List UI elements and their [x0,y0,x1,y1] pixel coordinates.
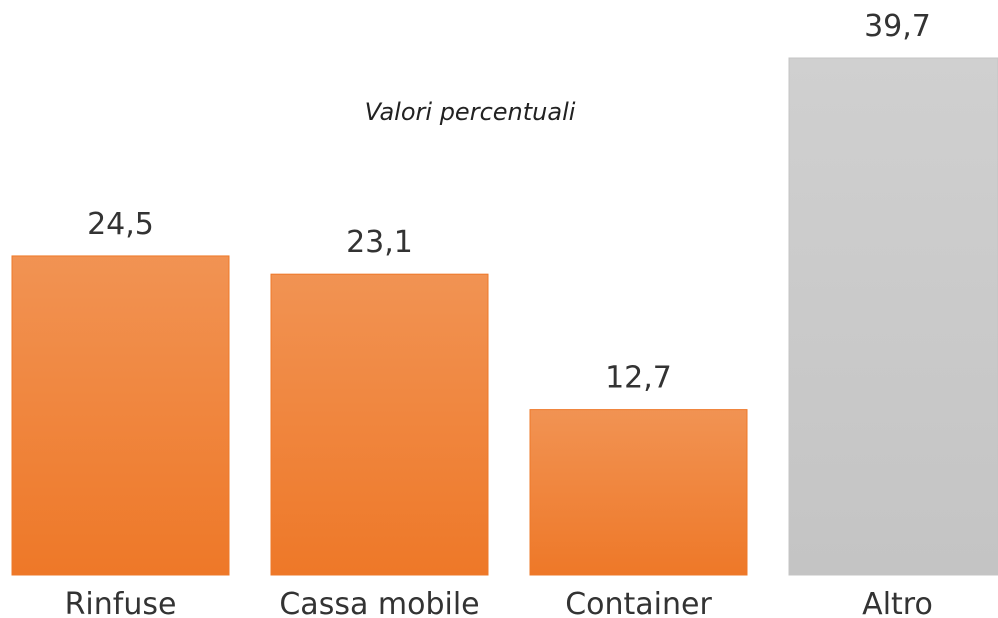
bar [788,57,998,576]
bar [11,255,230,576]
value-label: 39,7 [864,9,931,44]
x-tick-label: Altro [862,587,933,618]
x-tick-label: Container [565,587,712,618]
x-tick-label: Rinfuse [65,587,177,618]
value-label: 23,1 [346,225,413,260]
bar [270,273,489,576]
x-tick-label: Cassa mobile [279,587,479,618]
chart-title: Valori percentuali [365,98,576,126]
bar [529,409,748,576]
value-label: 12,7 [605,361,672,396]
value-label: 24,5 [87,207,154,242]
